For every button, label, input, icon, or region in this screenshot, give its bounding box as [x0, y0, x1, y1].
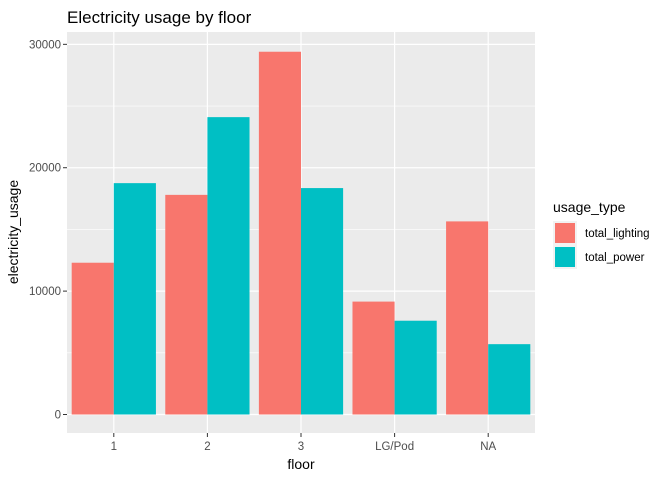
y-axis: 0 10000 20000 30000: [29, 39, 67, 421]
bar-total_power-NA: [488, 344, 531, 415]
legend-key-total_power: [555, 247, 575, 267]
x-tick-label: 2: [204, 441, 210, 453]
bar-total_power-3: [301, 188, 344, 415]
chart-title: Electricity usage by floor: [67, 8, 252, 27]
y-tick-label: 0: [55, 409, 61, 421]
legend-label-total_lighting: total_lighting: [585, 228, 650, 240]
x-axis-title: floor: [287, 456, 315, 472]
bar-total_lighting-LG/Pod: [352, 301, 395, 415]
x-tick-label: 3: [298, 441, 304, 453]
x-tick-label: LG/Pod: [375, 441, 414, 453]
bar-total_power-LG/Pod: [394, 320, 437, 415]
bars: [71, 51, 531, 415]
bar-total_lighting-3: [258, 51, 301, 415]
legend-label-total_power: total_power: [585, 252, 645, 264]
legend-key-total_lighting: [555, 223, 575, 243]
y-tick-label: 10000: [29, 286, 61, 298]
x-tick-label: 1: [111, 441, 117, 453]
y-tick-label: 20000: [29, 163, 61, 175]
bar-total_lighting-2: [165, 194, 208, 415]
legend: usage_type total_lighting total_power: [553, 199, 650, 269]
bar-total_lighting-1: [71, 262, 114, 415]
x-tick-label: NA: [480, 441, 496, 453]
bar-total_power-1: [113, 183, 156, 415]
bar-total_power-2: [207, 117, 250, 415]
y-tick-label: 30000: [29, 39, 61, 51]
bar-total_lighting-NA: [446, 221, 489, 415]
x-axis: 1 2 3 LG/Pod NA: [111, 433, 497, 453]
y-axis-title: electricity_usage: [5, 180, 21, 284]
legend-title: usage_type: [553, 199, 626, 215]
